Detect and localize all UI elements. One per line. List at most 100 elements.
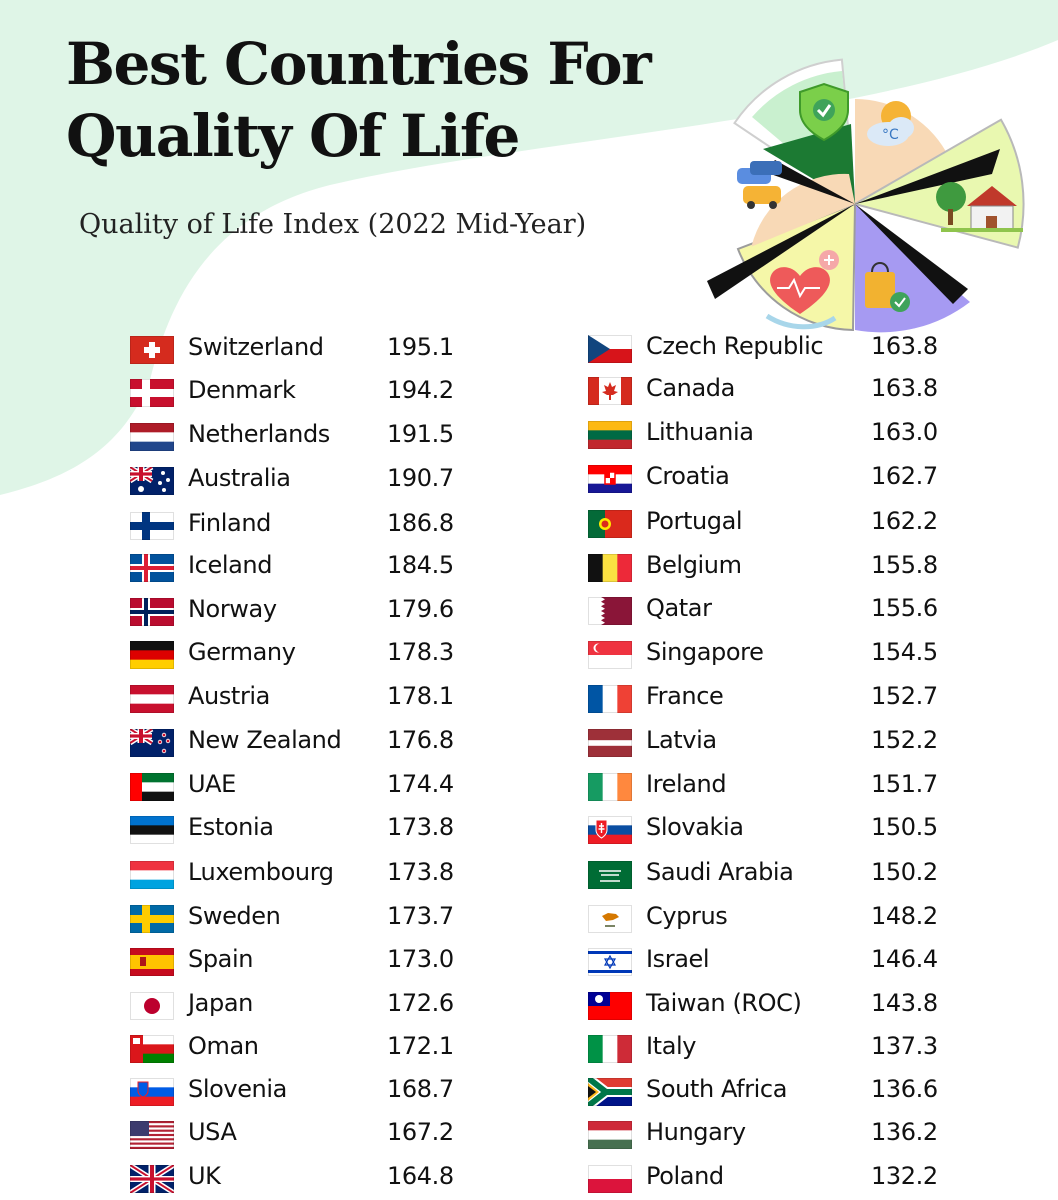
quality-of-life-value: 154.5 [871, 638, 938, 666]
quality-of-life-wheel-graphic: °C [707, 58, 1025, 333]
country-name: Slovenia [188, 1075, 287, 1103]
latvia-flag-icon [588, 729, 632, 757]
austria-flag-icon [130, 685, 174, 713]
country-name: Belgium [646, 551, 742, 579]
quality-of-life-value: 163.8 [871, 332, 938, 360]
table-row: Portugal 162.2 [588, 503, 948, 543]
table-row: Canada 163.8 [588, 370, 948, 410]
quality-of-life-value: 190.7 [387, 464, 454, 492]
chart-subtitle: Quality of Life Index (2022 Mid-Year) [79, 209, 587, 240]
weather-sun-cloud-icon: °C [867, 101, 914, 146]
table-row: Lithuania 163.0 [588, 414, 948, 454]
table-row: Slovenia 168.7 [130, 1071, 460, 1111]
slovakia-flag-icon [588, 816, 632, 844]
quality-of-life-value: 178.3 [387, 638, 454, 666]
switzerland-flag-icon [130, 336, 174, 364]
country-name: Lithuania [646, 418, 754, 446]
table-row: Belgium 155.8 [588, 547, 948, 587]
table-row: Netherlands 191.5 [130, 416, 460, 456]
table-row: Switzerland 195.1 [130, 329, 460, 369]
house-icon [936, 182, 1023, 232]
country-name: Italy [646, 1032, 697, 1060]
quality-of-life-value: 163.8 [871, 374, 938, 402]
quality-of-life-value: 195.1 [387, 333, 454, 361]
country-name: Oman [188, 1032, 259, 1060]
cyprus-flag-icon [588, 905, 632, 933]
quality-of-life-value: 176.8 [387, 726, 454, 754]
country-name: Cyprus [646, 902, 728, 930]
quality-of-life-value: 186.8 [387, 509, 454, 537]
country-name: Netherlands [188, 420, 330, 448]
title-line-1: Best Countries For [66, 30, 652, 98]
quality-of-life-value: 162.2 [871, 507, 938, 535]
quality-of-life-value: 162.7 [871, 462, 938, 490]
country-name: Finland [188, 509, 271, 537]
poland-flag-icon [588, 1165, 632, 1193]
qatar-flag-icon [588, 597, 632, 625]
quality-of-life-value: 150.2 [871, 858, 938, 886]
shield-check-icon [799, 82, 849, 142]
oman-flag-icon [130, 1035, 174, 1063]
quality-of-life-value: 179.6 [387, 595, 454, 623]
estonia-flag-icon [130, 816, 174, 844]
quality-of-life-value: 172.6 [387, 989, 454, 1017]
table-row: France 152.7 [588, 678, 948, 718]
table-row: Saudi Arabia 150.2 [588, 854, 948, 894]
quality-of-life-value: 184.5 [387, 551, 454, 579]
saudi-arabia-flag-icon [588, 861, 632, 889]
czech-republic-flag-icon [588, 335, 632, 363]
quality-of-life-value: 152.2 [871, 726, 938, 754]
italy-flag-icon [588, 1035, 632, 1063]
heart-health-icon [765, 250, 839, 330]
country-name: Croatia [646, 462, 730, 490]
israel-flag-icon [588, 948, 632, 976]
table-row: Japan 172.6 [130, 985, 460, 1025]
quality-of-life-value: 164.8 [387, 1162, 454, 1190]
country-name: Denmark [188, 376, 296, 404]
quality-of-life-value: 155.6 [871, 594, 938, 622]
country-name: USA [188, 1118, 237, 1146]
quality-of-life-value: 150.5 [871, 813, 938, 841]
country-name: Singapore [646, 638, 764, 666]
table-row: Sweden 173.7 [130, 898, 460, 938]
iceland-flag-icon [130, 554, 174, 582]
belgium-flag-icon [588, 554, 632, 582]
table-row: Austria 178.1 [130, 678, 460, 718]
south-africa-flag-icon [588, 1078, 632, 1106]
usa-flag-icon [130, 1121, 174, 1149]
quality-of-life-value: 136.2 [871, 1118, 938, 1146]
country-name: Saudi Arabia [646, 858, 794, 886]
country-name: UK [188, 1162, 221, 1190]
title-line-2: Quality Of Life [66, 102, 520, 170]
netherlands-flag-icon [130, 423, 174, 451]
country-name: Israel [646, 945, 710, 973]
table-row: Qatar 155.6 [588, 590, 948, 630]
quality-of-life-value: 191.5 [387, 420, 454, 448]
quality-of-life-value: 155.8 [871, 551, 938, 579]
table-row: Singapore 154.5 [588, 634, 948, 674]
country-name: Spain [188, 945, 254, 973]
table-row: Iceland 184.5 [130, 547, 460, 587]
country-name: Portugal [646, 507, 743, 535]
sweden-flag-icon [130, 905, 174, 933]
table-row: New Zealand 176.8 [130, 722, 460, 762]
luxembourg-flag-icon [130, 861, 174, 889]
uae-flag-icon [130, 773, 174, 801]
country-name: Germany [188, 638, 296, 666]
finland-flag-icon [130, 512, 174, 540]
quality-of-life-value: 132.2 [871, 1162, 938, 1190]
norway-flag-icon [130, 598, 174, 626]
table-row: Estonia 173.8 [130, 809, 460, 849]
table-row: Poland 132.2 [588, 1158, 948, 1198]
quality-of-life-value: 178.1 [387, 682, 454, 710]
lithuania-flag-icon [588, 421, 632, 449]
quality-of-life-value: 163.0 [871, 418, 938, 446]
uk-flag-icon [130, 1165, 174, 1193]
table-row: UAE 174.4 [130, 766, 460, 806]
country-name: Canada [646, 374, 735, 402]
quality-of-life-value: 151.7 [871, 770, 938, 798]
country-name: Slovakia [646, 813, 744, 841]
svg-text:°C: °C [882, 127, 899, 143]
quality-of-life-value: 136.6 [871, 1075, 938, 1103]
country-name: Qatar [646, 594, 712, 622]
